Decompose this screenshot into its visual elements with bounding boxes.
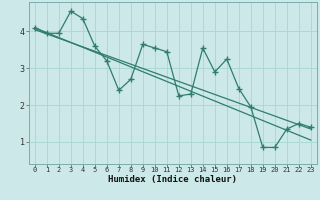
- X-axis label: Humidex (Indice chaleur): Humidex (Indice chaleur): [108, 175, 237, 184]
